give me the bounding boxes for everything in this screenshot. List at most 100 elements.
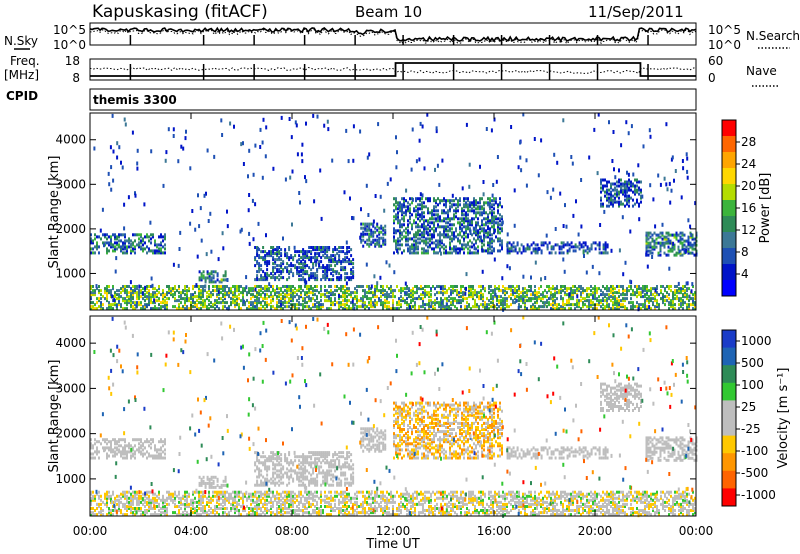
power-echo-cell — [558, 245, 561, 249]
power-echo-cell — [580, 287, 582, 291]
power-echo-cell — [320, 260, 323, 264]
power-echo-cell — [679, 237, 682, 241]
velocity-echo-cell — [90, 490, 92, 494]
velocity-echo-cell — [206, 502, 208, 506]
power-echo-cell — [606, 301, 608, 305]
power-echo-cell — [572, 289, 574, 293]
power-echo-cell — [126, 239, 128, 243]
velocity-echo-cell — [96, 513, 98, 517]
power-echo-cell — [454, 299, 456, 303]
power-echo-cell — [642, 287, 644, 291]
power-echo-cell — [242, 297, 244, 301]
power-echo-cell — [461, 217, 463, 221]
velocity-echo-cell — [132, 507, 134, 510]
power-echo-cell — [436, 301, 438, 305]
power-echo-cell — [622, 303, 624, 307]
power-echo-cell — [654, 305, 656, 309]
power-echo-cell — [449, 219, 451, 223]
power-echo-cell — [449, 209, 451, 213]
power-echo-cell — [162, 293, 164, 297]
power-noise-cell — [668, 266, 671, 271]
power-noise-cell — [179, 230, 182, 235]
power-echo-cell — [604, 305, 606, 309]
power-noise-cell — [421, 193, 424, 198]
velocity-echo-cell — [106, 492, 108, 496]
velocity-echo-cell — [98, 496, 100, 500]
power-echo-cell — [618, 178, 620, 182]
power-echo-cell — [450, 297, 452, 301]
velocity-echo-cell — [134, 494, 136, 498]
power-echo-cell — [270, 276, 273, 280]
power-echo-cell — [691, 245, 694, 249]
power-echo-cell — [472, 285, 474, 288]
power-echo-cell — [470, 291, 472, 295]
power-echo-cell — [494, 291, 496, 295]
power-echo-cell — [636, 188, 638, 192]
power-echo-cell — [546, 291, 548, 295]
power-echo-cell — [467, 219, 469, 223]
velocity-echo-cell — [156, 494, 158, 498]
power-noise-cell — [593, 127, 596, 132]
power-echo-cell — [456, 299, 458, 303]
power-echo-cell — [501, 227, 503, 231]
power-echo-cell — [467, 247, 469, 251]
power-noise-cell — [492, 183, 495, 187]
power-echo-cell — [481, 239, 483, 243]
power-echo-cell — [346, 307, 348, 311]
power-echo-cell — [447, 211, 449, 215]
power-echo-cell — [651, 247, 654, 251]
velocity-echo-cell — [110, 511, 112, 515]
power-noise-cell — [575, 199, 577, 204]
power-echo-cell — [428, 301, 430, 305]
power-echo-cell — [455, 235, 457, 239]
velocity-echo-cell — [172, 494, 174, 498]
velocity-echo-cell — [100, 511, 102, 515]
power-echo-cell — [230, 289, 232, 293]
velocity-echo-cell — [142, 492, 144, 496]
power-echo-cell — [608, 204, 610, 208]
power-echo-cell — [443, 231, 445, 235]
power-echo-cell — [395, 243, 397, 247]
power-echo-cell — [290, 262, 293, 266]
power-echo-cell — [254, 301, 256, 305]
velocity-echo-cell — [134, 490, 136, 494]
power-echo-cell — [286, 291, 288, 295]
power-echo-cell — [162, 235, 164, 239]
power-noise-cell — [129, 280, 132, 285]
velocity-echo-cell — [136, 498, 138, 502]
power-echo-cell — [336, 285, 338, 288]
power-echo-cell — [176, 289, 178, 293]
power-echo-cell — [334, 285, 336, 288]
power-echo-cell — [441, 211, 443, 215]
power-echo-cell — [302, 264, 305, 268]
power-echo-cell — [218, 293, 220, 297]
power-noise-cell — [618, 168, 620, 173]
power-echo-cell — [376, 240, 379, 244]
power-echo-cell — [659, 253, 662, 257]
velocity-echo-cell — [228, 492, 230, 496]
power-echo-cell — [688, 303, 690, 307]
power-echo-cell — [326, 250, 329, 254]
power-echo-cell — [180, 297, 182, 301]
power-echo-cell — [604, 251, 607, 255]
power-echo-cell — [90, 295, 92, 299]
power-echo-cell — [473, 217, 475, 221]
power-echo-cell — [508, 305, 510, 309]
power-echo-cell — [433, 229, 435, 233]
power-echo-cell — [122, 247, 124, 251]
power-echo-cell — [410, 299, 412, 303]
power-echo-cell — [449, 227, 451, 231]
power-echo-cell — [124, 297, 126, 301]
power-echo-cell — [332, 270, 335, 274]
noise-right-tick-top: 10^5 — [708, 23, 741, 37]
power-echo-cell — [648, 301, 650, 305]
power-echo-cell — [534, 251, 537, 255]
power-echo-cell — [276, 276, 279, 280]
power-echo-cell — [152, 235, 154, 239]
power-echo-cell — [592, 291, 594, 295]
power-noise-cell — [419, 121, 422, 126]
power-echo-cell — [280, 287, 282, 291]
power-echo-cell — [154, 301, 156, 305]
power-echo-cell — [397, 219, 399, 223]
power-echo-cell — [364, 289, 366, 293]
